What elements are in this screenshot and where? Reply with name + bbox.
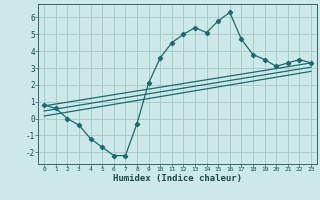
X-axis label: Humidex (Indice chaleur): Humidex (Indice chaleur) [113,174,242,183]
